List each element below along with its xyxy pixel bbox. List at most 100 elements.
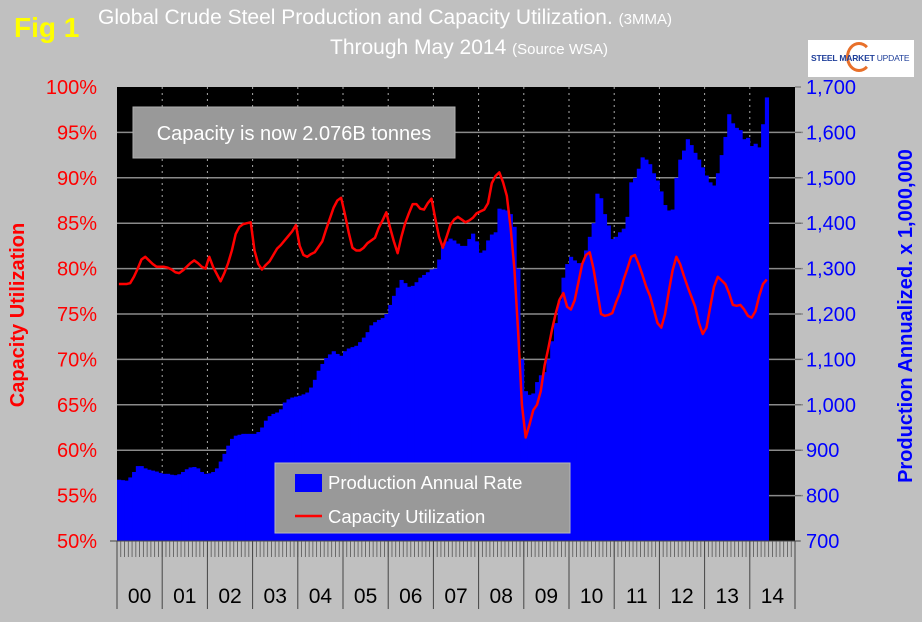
production-bar — [561, 277, 566, 541]
production-bar — [655, 180, 660, 541]
title-note: (3MMA) — [618, 11, 672, 28]
production-bar — [312, 379, 318, 541]
title-text: Global Crude Steel Production and Capaci… — [98, 6, 613, 29]
production-bar — [456, 243, 461, 541]
production-bar — [595, 193, 600, 541]
production-bar — [448, 238, 453, 541]
y-axis-left-title: Capacity Utilization — [7, 223, 29, 407]
production-bar — [471, 233, 476, 541]
production-bar — [437, 259, 442, 541]
y-tick-label-left: 65% — [57, 395, 97, 417]
production-bar — [376, 319, 382, 541]
y-tick-label-left: 90% — [57, 168, 97, 190]
production-bar — [651, 173, 657, 541]
y-tick-label-right: 800 — [806, 486, 839, 508]
production-bar — [403, 283, 408, 541]
y-tick-label-right: 1,200 — [806, 304, 856, 326]
production-bar — [678, 159, 683, 541]
production-bar — [120, 480, 125, 541]
legend-label-utilization: Capacity Utilization — [328, 506, 485, 527]
production-bar — [633, 177, 638, 542]
y-tick-label-left: 75% — [57, 304, 97, 326]
legend-label-production: Production Annual Rate — [328, 472, 522, 493]
production-bar — [730, 123, 736, 541]
x-tick-label: 10 — [580, 585, 603, 608]
production-bar — [444, 241, 449, 542]
production-bar — [712, 185, 717, 541]
production-bar — [542, 372, 547, 541]
production-bar — [181, 471, 186, 541]
x-tick-label: 07 — [444, 585, 467, 608]
annotation-text: Capacity is now 2.076B tonnes — [157, 123, 432, 145]
production-bar — [727, 114, 732, 542]
production-bar — [320, 363, 325, 541]
production-bar — [418, 277, 423, 541]
production-bar — [211, 471, 216, 541]
production-bar — [226, 445, 231, 541]
y-tick-label-right: 1,700 — [806, 77, 856, 99]
production-bar — [693, 152, 698, 541]
production-bar — [248, 433, 253, 541]
production-bar — [214, 468, 220, 541]
production-bar — [327, 354, 333, 541]
production-bar — [399, 279, 404, 541]
y-tick-label-left: 50% — [57, 531, 97, 553]
y-tick-label-right: 700 — [806, 531, 839, 553]
x-tick-label: 01 — [173, 585, 196, 608]
production-bar — [252, 433, 257, 541]
x-tick-label: 05 — [354, 585, 377, 608]
annotation-background — [132, 106, 456, 159]
production-bar — [614, 236, 619, 541]
production-bar — [764, 97, 770, 541]
production-bar — [407, 286, 412, 541]
chart-subtitle: Through May 2014 (Source WSA) — [0, 36, 922, 60]
production-bar — [670, 209, 675, 541]
production-bar — [761, 124, 766, 541]
y-tick-label-right: 1,000 — [806, 395, 856, 417]
production-bar — [233, 435, 238, 541]
production-bar — [666, 210, 672, 542]
production-bar — [384, 314, 389, 541]
production-bar — [132, 471, 137, 541]
production-bar — [621, 228, 626, 541]
production-bar — [440, 246, 446, 541]
axes: 100% 1,700 95% 1,600 90% 1,500 85% 1,400 80% 1,30… — [46, 77, 856, 609]
production-bar — [700, 167, 705, 542]
production-bar — [557, 300, 562, 541]
production-bar — [625, 216, 630, 541]
production-bar — [659, 191, 664, 542]
x-tick-label: 02 — [218, 585, 241, 608]
production-bar — [331, 351, 336, 541]
production-bar — [365, 332, 370, 541]
production-bar — [207, 473, 212, 541]
production-bar — [241, 433, 246, 541]
y-tick-label-right: 900 — [806, 440, 839, 462]
y-tick-label-left: 55% — [57, 486, 97, 508]
production-bar — [591, 223, 596, 541]
production-bar — [753, 143, 758, 541]
production-bar — [237, 434, 242, 541]
production-bar — [429, 269, 434, 541]
production-bar — [482, 250, 487, 541]
production-bar — [546, 359, 551, 541]
production-bar — [565, 264, 570, 541]
x-tick-label: 12 — [670, 585, 693, 608]
production-bar — [391, 295, 397, 541]
production-bar — [520, 359, 525, 541]
y-axis-right-title: Production Annualized. x 1,000,000 — [895, 149, 917, 483]
production-bar — [260, 427, 265, 541]
production-bar — [504, 210, 510, 542]
production-bar — [663, 205, 668, 542]
production-bar — [196, 468, 201, 541]
production-bar — [617, 232, 623, 541]
production-bar — [746, 137, 751, 541]
production-bar — [173, 475, 178, 541]
x-tick-label: 09 — [535, 585, 558, 608]
production-bar — [410, 285, 415, 541]
production-bar — [508, 214, 513, 541]
production-bar — [474, 241, 479, 542]
production-bar — [230, 438, 235, 541]
y-tick-label-left: 70% — [57, 349, 97, 371]
production-bar — [734, 127, 739, 542]
